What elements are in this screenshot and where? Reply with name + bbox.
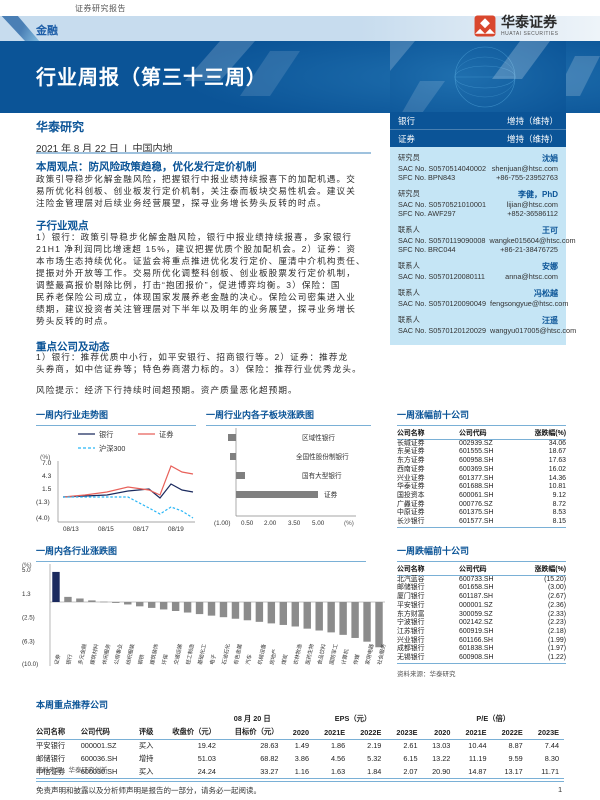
- svg-text:08/19: 08/19: [168, 526, 184, 533]
- svg-text:电子: 电子: [208, 653, 218, 666]
- svg-text:(4.0): (4.0): [36, 515, 50, 522]
- svg-text:08/13: 08/13: [63, 526, 79, 533]
- svg-text:有色金属: 有色金属: [232, 643, 244, 665]
- svg-text:(%): (%): [344, 520, 354, 527]
- svg-text:房地产: 房地产: [267, 648, 278, 665]
- svg-text:证券: 证券: [159, 430, 173, 439]
- svg-text:3.50: 3.50: [288, 520, 301, 527]
- svg-text:钢铁: 钢铁: [136, 653, 146, 666]
- svg-text:2.00: 2.00: [264, 520, 277, 527]
- svg-text:传媒: 传媒: [351, 653, 361, 666]
- svg-text:休闲服务: 休闲服务: [100, 642, 112, 665]
- svg-text:(1.00): (1.00): [214, 520, 230, 527]
- svg-text:08/17: 08/17: [133, 526, 149, 533]
- svg-text:(6.3): (6.3): [22, 638, 35, 645]
- svg-text:煤炭: 煤炭: [279, 653, 289, 666]
- svg-text:交通运输: 交通运输: [172, 642, 184, 665]
- svg-text:农林牧渔: 农林牧渔: [291, 642, 303, 665]
- svg-text:证券: 证券: [324, 490, 338, 499]
- svg-text:(2.5): (2.5): [22, 615, 35, 622]
- svg-text:计算机: 计算机: [339, 648, 350, 666]
- svg-text:全国性股份制银行: 全国性股份制银行: [296, 452, 349, 461]
- svg-text:区域性银行: 区域性银行: [302, 433, 335, 442]
- svg-text:7.0: 7.0: [42, 460, 52, 467]
- svg-text:机械设备: 机械设备: [256, 642, 268, 665]
- svg-text:银行: 银行: [64, 653, 74, 666]
- svg-text:轻工制造: 轻工制造: [184, 642, 196, 665]
- svg-text:食品饮料: 食品饮料: [315, 642, 327, 665]
- svg-text:5.00: 5.00: [312, 520, 325, 527]
- svg-text:建筑材料: 建筑材料: [88, 642, 100, 665]
- svg-text:基础化工: 基础化工: [196, 642, 208, 665]
- svg-text:国防军工: 国防军工: [327, 642, 339, 665]
- svg-text:多元金融: 多元金融: [76, 642, 88, 665]
- svg-text:1.5: 1.5: [42, 486, 52, 493]
- svg-text:08/15: 08/15: [98, 526, 114, 533]
- svg-text:建筑装饰: 建筑装饰: [148, 643, 160, 665]
- svg-text:环保: 环保: [160, 653, 170, 666]
- svg-text:医药生物: 医药生物: [303, 642, 315, 665]
- svg-text:证券: 证券: [52, 653, 62, 666]
- svg-text:(%): (%): [22, 562, 32, 569]
- svg-text:汽车: 汽车: [244, 653, 254, 665]
- svg-text:银行: 银行: [99, 430, 113, 439]
- svg-text:纺织服装: 纺织服装: [124, 642, 136, 665]
- svg-text:4.3: 4.3: [42, 473, 52, 480]
- svg-text:0.50: 0.50: [241, 520, 254, 527]
- svg-text:(1.3): (1.3): [36, 499, 50, 506]
- svg-text:公用事业: 公用事业: [112, 643, 124, 665]
- svg-text:家用电器: 家用电器: [363, 642, 375, 665]
- svg-text:1.3: 1.3: [22, 591, 31, 598]
- svg-text:沪深300: 沪深300: [99, 444, 125, 453]
- svg-text:石油石化: 石油石化: [220, 642, 232, 665]
- svg-text:(10.0): (10.0): [22, 661, 38, 668]
- svg-text:国有大型银行: 国有大型银行: [302, 471, 342, 480]
